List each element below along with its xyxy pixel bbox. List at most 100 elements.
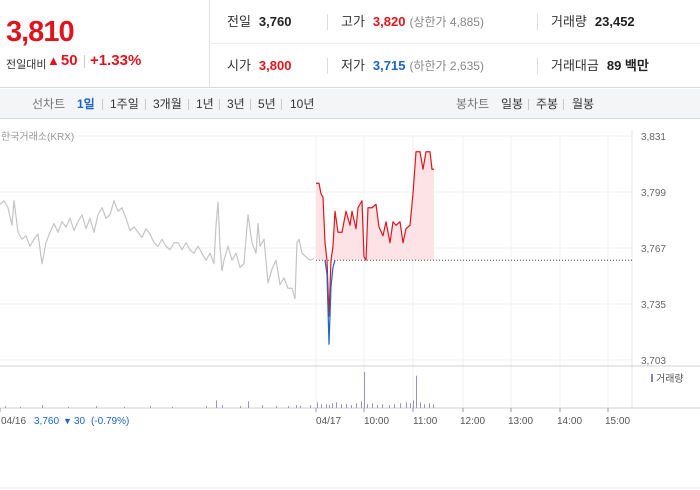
volume-bar (364, 371, 365, 408)
volume-bar (336, 402, 337, 408)
stat-label: 고가 (341, 14, 365, 29)
stat-amount: 거래대금 89 백만 (551, 44, 649, 88)
divider (327, 58, 328, 74)
stat-label: 거래량 (551, 14, 587, 29)
volume-bar (424, 404, 425, 408)
volume-bar (361, 401, 362, 408)
price-area-fill (316, 151, 434, 261)
stat-value: 3,715 (372, 58, 406, 73)
volume-bar (150, 406, 151, 408)
divider (537, 14, 538, 30)
stat-prev-close: 전일 3,760 (227, 0, 291, 44)
candle-chart-label: 봉차트 (456, 97, 490, 111)
volume-bar (433, 404, 434, 408)
stat-label: 거래대금 (551, 58, 599, 73)
tab-1day[interactable]: 1일 (77, 97, 95, 111)
tab-3month[interactable]: 3개월 (153, 97, 182, 111)
volume-legend-swatch (651, 374, 653, 382)
volume-bar (5, 406, 6, 408)
divider (219, 99, 220, 110)
tab-1year[interactable]: 1년 (196, 97, 214, 111)
volume-bar (410, 403, 411, 408)
stat-label: 시가 (227, 58, 251, 73)
volume-bar (206, 406, 207, 408)
divider (145, 99, 146, 110)
y-tick-label: 3,735 (641, 300, 666, 311)
x-tick-label: 14:00 (557, 416, 582, 427)
volume-bar (420, 402, 421, 408)
stat-value: 3,760 (258, 14, 292, 29)
tab-3year[interactable]: 3년 (227, 97, 245, 111)
stat-value: 89 백만 (606, 58, 649, 73)
today-price-line (316, 151, 434, 317)
stat-label: 전일 (227, 14, 251, 29)
below-close-price-line (324, 260, 336, 345)
change-percent: +1.33% (90, 52, 142, 69)
stat-value: 23,452 (594, 14, 635, 29)
volume-bar (262, 405, 263, 408)
divider (84, 55, 85, 68)
volume-bar (216, 400, 217, 408)
y-tick-label: 3,799 (641, 188, 666, 199)
change-absolute: ▲50 (47, 52, 78, 69)
volume-bar (356, 403, 357, 408)
prev-day-change: 30 (74, 416, 86, 427)
prev-day-price-line (0, 200, 315, 300)
divider (188, 99, 189, 110)
x-tick-label: 10:00 (364, 416, 389, 427)
volume-bar (341, 404, 342, 408)
volume-bar (377, 405, 378, 408)
y-tick-label: 3,767 (641, 244, 666, 255)
quote-header: 3,810 전일대비 ▲50 +1.33% 전일 3,760 고가 3,820 (상한… (0, 0, 700, 88)
stat-open: 시가 3,800 (227, 44, 291, 88)
volume-bar (406, 402, 407, 408)
divider (281, 99, 282, 110)
volume-bar (332, 403, 333, 408)
x-tick-label: 04/17 (316, 416, 341, 427)
y-tick-label: 3,703 (641, 356, 666, 367)
stat-value: 3,800 (258, 58, 292, 73)
chart-period-tabs: 선차트 1일 1주일 3개월 1년 3년 5년 10년 봉차트 일봉 주봉 월봉 (0, 89, 700, 119)
tab-5year[interactable]: 5년 (258, 97, 276, 111)
stat-volume: 거래량 23,452 (551, 0, 635, 44)
x-tick-label: 11:00 (413, 416, 438, 427)
up-arrow-icon: ▲ (47, 53, 60, 68)
volume-bar (317, 402, 318, 408)
volume-bar (346, 404, 347, 408)
y-tick-label: 3,831 (641, 132, 666, 143)
volume-bar (351, 405, 352, 408)
prev-day-change-pct: (-0.79%) (91, 416, 129, 427)
tab-1week[interactable]: 1주일 (110, 97, 139, 111)
line-chart-label: 선차트 (32, 97, 66, 111)
volume-bar (288, 406, 289, 408)
volume-bar (326, 404, 327, 408)
volume-bar (413, 400, 414, 408)
volume-legend-label: 거래량 (656, 373, 684, 385)
volume-bar (389, 405, 390, 408)
x-tick-label: 13:00 (508, 416, 533, 427)
stat-low: 저가 3,715 (하한가 2,635) (341, 44, 484, 88)
volume-bar (400, 403, 401, 408)
tab-10year[interactable]: 10년 (290, 97, 315, 111)
volume-bar (329, 405, 330, 408)
quote-stats: 전일 3,760 고가 3,820 (상한가 4,885) 거래량 23,452 시가 3… (211, 0, 700, 88)
change-absolute-value: 50 (60, 52, 78, 69)
stat-value: 3,820 (372, 14, 406, 29)
tab-monthly-candle[interactable]: 월봉 (572, 97, 595, 111)
volume-bar (296, 405, 297, 408)
divider (563, 99, 564, 110)
tab-weekly-candle[interactable]: 주봉 (536, 97, 559, 111)
stat-sub: (하한가 2,635) (409, 59, 484, 73)
tab-daily-candle[interactable]: 일봉 (501, 97, 524, 111)
volume-bar (310, 405, 311, 408)
x-tick-label: 04/16 (1, 416, 26, 427)
volume-bar (20, 407, 21, 408)
volume-bar (416, 375, 417, 408)
volume-bar (372, 403, 373, 408)
divider (102, 99, 103, 110)
volume-bar (42, 405, 43, 408)
prev-day-close: 3,760 (34, 416, 59, 427)
volume-bar (240, 406, 241, 408)
volume-bar (96, 406, 97, 408)
x-tick-label: 15:00 (605, 416, 630, 427)
